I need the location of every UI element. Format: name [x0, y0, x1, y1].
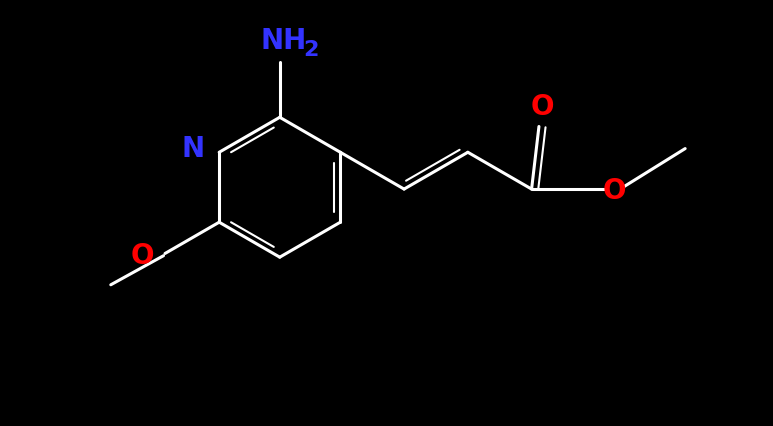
- Text: O: O: [131, 242, 154, 270]
- Text: O: O: [603, 177, 627, 205]
- Text: NH: NH: [261, 27, 307, 55]
- Text: N: N: [182, 135, 205, 163]
- Text: 2: 2: [304, 40, 319, 60]
- Text: O: O: [531, 92, 554, 121]
